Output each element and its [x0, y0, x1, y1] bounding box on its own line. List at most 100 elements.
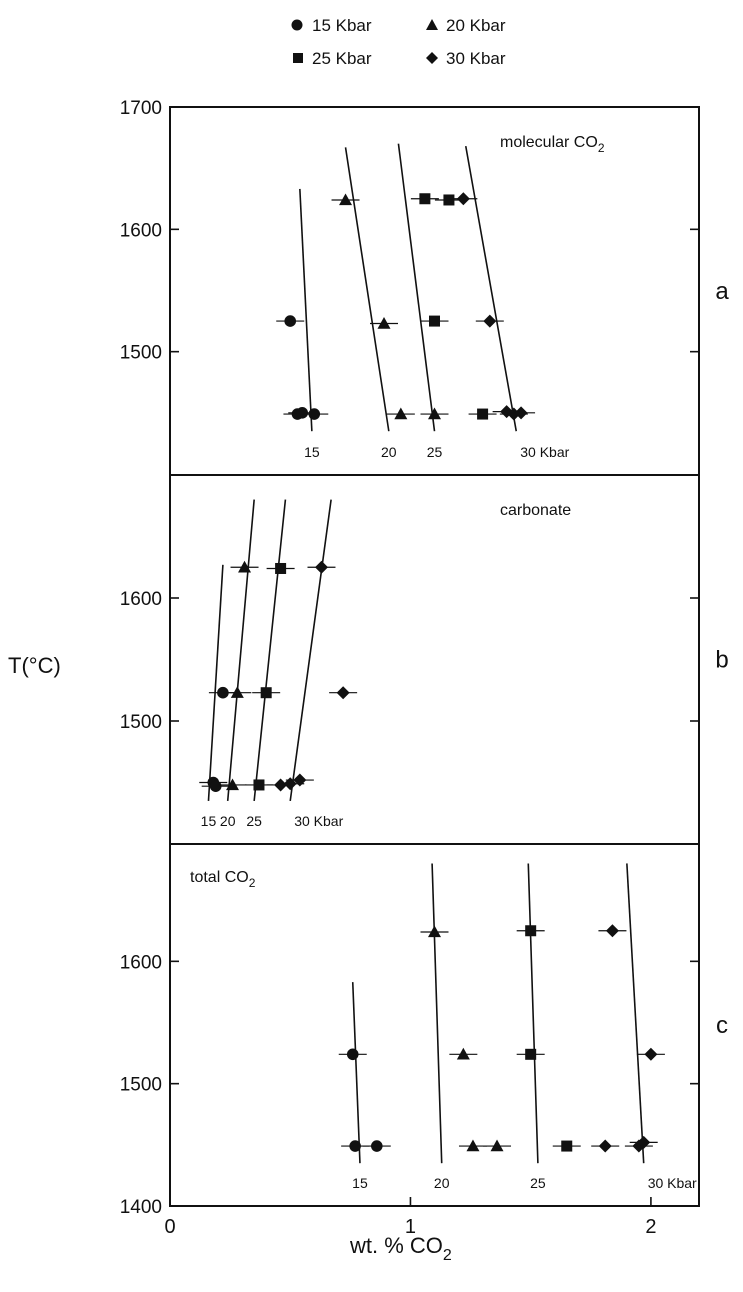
trend-line [207, 564, 224, 801]
series-30-kbar [449, 192, 536, 421]
panel-letter: b [715, 647, 728, 674]
y-tick-label: 1500 [120, 712, 162, 733]
square-marker [253, 779, 265, 791]
series-15-kbar [276, 315, 329, 420]
y-tick-label: 1400 [120, 1197, 162, 1218]
series-30-kbar [591, 924, 665, 1153]
circle-marker [296, 407, 309, 419]
legend-label: 15 Kbar [312, 16, 372, 35]
panel-title-main: molecular CO [500, 134, 598, 151]
square-marker [275, 562, 287, 574]
series-25-kbar [244, 562, 295, 791]
series-15-kbar [338, 1048, 391, 1152]
series-30-kbar [266, 560, 358, 792]
y-tick-label: 1600 [120, 952, 162, 973]
circle-marker [209, 780, 222, 792]
panel-title: total CO2 [190, 869, 256, 890]
y-tick-label: 1500 [120, 343, 162, 364]
trend-line [431, 863, 443, 1164]
panel-a: 1700 1600 1500 15 20 25 30 Kbar molecular CO2 a [120, 98, 729, 476]
diamond-marker [314, 560, 328, 574]
series-20-kbar [331, 193, 449, 420]
trend-line-label: 25 [246, 813, 262, 829]
x-axis-label: wt. % CO2 [349, 1233, 452, 1264]
triangle-marker [456, 1047, 470, 1060]
diamond-marker [336, 686, 350, 700]
diamond-marker [293, 773, 307, 787]
trend-line-label: 30 Kbar [294, 813, 343, 829]
trend-line-label: 20 [381, 444, 397, 460]
legend-entry-25-kbar: 25 Kbar [293, 49, 372, 68]
legend: 15 Kbar 20 Kbar 25 Kbar 30 Kbar [291, 16, 506, 68]
diamond-marker [637, 1135, 651, 1149]
panel-title: carbonate [500, 502, 571, 519]
trend-line [527, 863, 539, 1164]
series-25-kbar [410, 193, 497, 420]
triangle-marker [377, 317, 391, 329]
diamond-marker [483, 314, 497, 328]
panel-title-main: carbonate [500, 502, 571, 519]
square-marker [525, 925, 537, 937]
x-axis-label-main: wt. % CO [349, 1233, 443, 1258]
panel-title-subscript: 2 [249, 876, 256, 890]
panel-title-subscript: 2 [598, 141, 605, 155]
square-marker [477, 408, 489, 420]
series-20-kbar [420, 925, 512, 1152]
trend-line [344, 147, 390, 432]
circle-marker [349, 1140, 361, 1152]
square-marker [561, 1140, 573, 1152]
x-tick-label: 2 [645, 1216, 656, 1238]
trend-line-label: 30 Kbar [520, 444, 569, 460]
square-marker [429, 315, 440, 327]
panel-frame [169, 843, 700, 1207]
triangle-marker [339, 193, 353, 206]
legend-entry-20-kbar: 20 Kbar [426, 16, 506, 35]
y-tick-label: 1600 [120, 589, 162, 610]
trend-line-label: 20 [220, 813, 236, 829]
square-marker [443, 194, 455, 206]
legend-triangle-marker [426, 19, 438, 30]
diamond-marker [598, 1139, 612, 1153]
trend-line [397, 143, 436, 432]
legend-entry-15-kbar: 15 Kbar [291, 16, 372, 35]
square-marker [260, 687, 272, 699]
trend-line [626, 863, 645, 1164]
panel-letter: c [716, 1012, 728, 1039]
x-axis-label-subscript: 2 [443, 1247, 452, 1264]
diamond-marker [605, 924, 619, 938]
legend-label: 25 Kbar [312, 49, 372, 68]
trend-line [289, 499, 332, 802]
trend-line-label: 30 Kbar [648, 1175, 697, 1191]
y-tick-label: 1500 [120, 1075, 162, 1096]
y-tick-label: 1700 [120, 98, 162, 119]
series-20-kbar [218, 560, 259, 791]
triangle-marker [428, 407, 441, 420]
triangle-marker [490, 1139, 504, 1152]
y-axis-label: T(°C) [8, 653, 61, 678]
triangle-marker [466, 1139, 480, 1152]
circle-marker [346, 1048, 359, 1061]
panel-letter: a [715, 278, 729, 305]
trend-line [226, 499, 255, 802]
y-tick-label: 1600 [120, 220, 162, 241]
legend-label: 20 Kbar [446, 16, 506, 35]
triangle-marker [226, 778, 240, 791]
triangle-marker [230, 686, 244, 698]
trend-line-label: 20 [434, 1175, 450, 1191]
x-tick-label: 0 [164, 1216, 175, 1238]
legend-circle-marker [291, 19, 303, 31]
legend-label: 30 Kbar [446, 49, 506, 68]
diamond-marker [274, 778, 288, 792]
trend-line [299, 188, 313, 432]
square-marker [525, 1048, 537, 1060]
trend-line-label: 15 [304, 444, 320, 460]
series-25-kbar [516, 925, 581, 1152]
panel-title: molecular CO2 [500, 134, 605, 155]
diamond-marker [514, 406, 528, 420]
circle-marker [370, 1140, 383, 1152]
diamond-marker [456, 192, 470, 206]
panel-title-main: total CO [190, 869, 249, 886]
